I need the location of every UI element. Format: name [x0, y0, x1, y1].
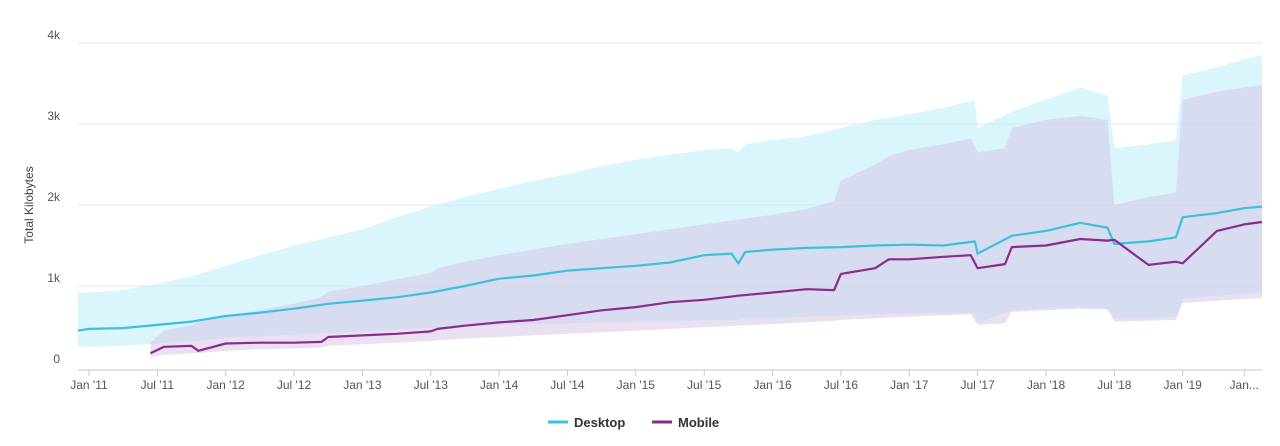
x-tick-label: Jul '13: [414, 378, 449, 392]
x-tick-label: Jan '18: [1027, 378, 1066, 392]
x-axis: Jan '11 Jul '11 Jan '12 Jul '12 Jan '13 Jul '…: [70, 369, 1262, 392]
x-tick-label: Jan...: [1230, 378, 1259, 392]
x-tick-label: Jan '12: [206, 378, 245, 392]
y-tick-label: 4k: [47, 28, 61, 42]
x-tick-label: Jul '18: [1097, 378, 1132, 392]
legend-label-mobile[interactable]: Mobile: [678, 415, 719, 430]
y-axis-ticks: 0 1k 2k 3k 4k: [47, 28, 61, 366]
legend: Desktop Mobile: [548, 415, 719, 430]
x-tick-label: Jan '16: [753, 378, 792, 392]
x-tick-label: Jan '17: [890, 378, 929, 392]
x-tick-label: Jan '15: [617, 378, 656, 392]
x-tick-label: Jul '16: [824, 378, 859, 392]
x-tick-label: Jan '11: [70, 378, 108, 392]
x-tick-label: Jul '15: [687, 378, 722, 392]
y-tick-label: 2k: [47, 190, 61, 204]
x-tick-label: Jul '14: [550, 378, 585, 392]
y-tick-label: 0: [53, 352, 60, 366]
x-tick-label: Jan '13: [343, 378, 382, 392]
x-tick-label: Jul '11: [141, 378, 175, 392]
y-axis-title: Total Kilobytes: [22, 166, 36, 243]
series-lines: [77, 205, 1263, 355]
line-desktop: [77, 205, 1263, 332]
x-tick-label: Jan '14: [480, 378, 519, 392]
band-mobile: [150, 85, 1262, 358]
x-tick-label: Jul '17: [960, 378, 995, 392]
y-tick-label: 3k: [47, 109, 61, 123]
legend-label-desktop[interactable]: Desktop: [574, 415, 625, 430]
x-tick-label: Jul '12: [277, 378, 312, 392]
range-bands: [78, 55, 1262, 358]
line-mobile: [150, 220, 1263, 355]
x-tick-label: Jan '19: [1164, 378, 1203, 392]
y-tick-label: 1k: [47, 271, 61, 285]
